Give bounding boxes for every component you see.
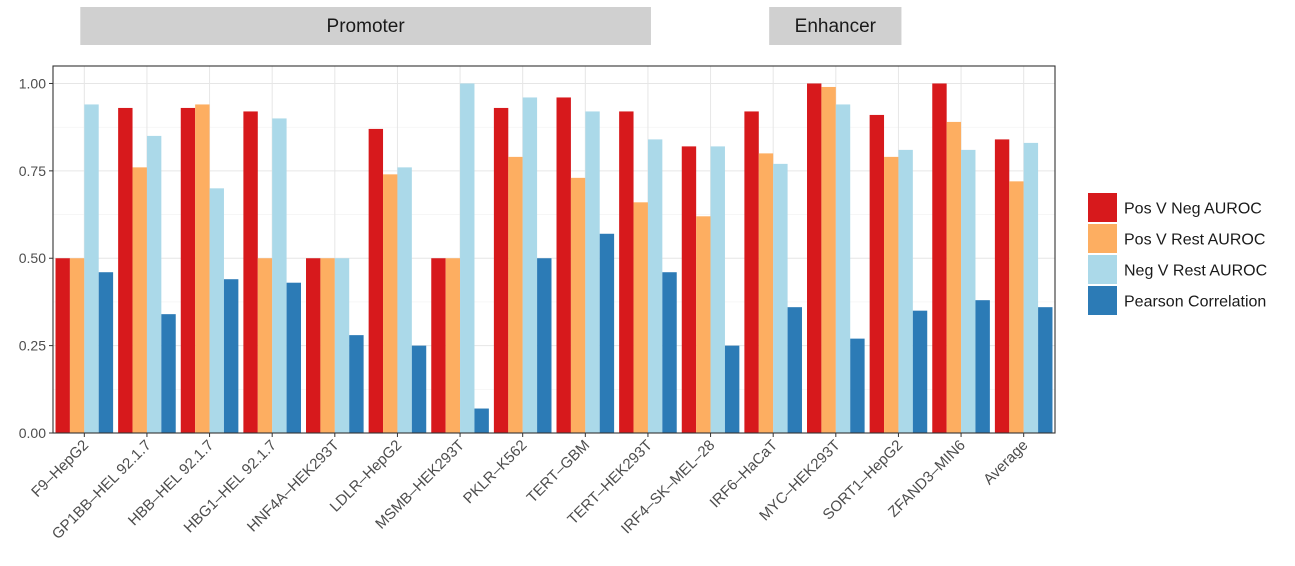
bar <box>647 139 663 433</box>
bar <box>975 300 990 433</box>
bar <box>98 272 114 433</box>
facet-strip-label: Enhancer <box>795 16 877 37</box>
y-tick-label: 0.25 <box>19 338 46 354</box>
bar <box>209 188 224 433</box>
x-tick-label: PKLR–K562 <box>460 437 530 507</box>
bar <box>146 135 162 433</box>
bar <box>411 345 427 433</box>
bar <box>946 121 962 433</box>
legend-key <box>1088 286 1117 315</box>
bar <box>619 111 634 433</box>
bar <box>272 118 287 433</box>
bar <box>55 258 70 433</box>
bar <box>180 107 196 433</box>
bar <box>397 167 412 433</box>
x-tick-label: TERT–GBM <box>524 437 594 507</box>
bar <box>696 216 711 433</box>
bar <box>994 139 1010 433</box>
bar <box>257 258 273 433</box>
bar <box>132 167 147 433</box>
bar <box>585 111 600 433</box>
y-tick-label: 0.50 <box>19 250 46 266</box>
bar <box>633 202 648 433</box>
bar <box>869 114 885 433</box>
bar <box>460 83 475 433</box>
bar <box>349 335 364 433</box>
legend-label: Pearson Correlation <box>1124 294 1266 311</box>
bar <box>286 282 301 433</box>
bar <box>835 104 851 433</box>
bar <box>161 314 176 433</box>
bar <box>570 177 586 433</box>
legend-label: Neg V Rest AUROC <box>1124 263 1267 280</box>
bar <box>474 408 489 433</box>
bar <box>744 111 759 433</box>
bar <box>884 156 899 433</box>
bar <box>932 83 947 433</box>
bar <box>821 86 836 433</box>
y-tick-label: 1.00 <box>19 75 46 91</box>
bar <box>383 174 398 433</box>
facet-strip <box>769 7 902 45</box>
bar <box>898 149 913 433</box>
bar <box>773 163 788 433</box>
x-tick-label: F9–HepG2 <box>28 437 92 501</box>
facet-strip-label: Promoter <box>327 16 406 37</box>
bar <box>1038 307 1053 433</box>
bar <box>431 258 446 433</box>
panel-border <box>52 65 1056 434</box>
bar <box>850 338 865 433</box>
bar <box>599 233 615 433</box>
bar <box>118 107 133 433</box>
facet-strip <box>80 7 651 45</box>
bar <box>445 258 461 433</box>
bar <box>493 107 509 433</box>
y-tick-label: 0.75 <box>19 163 46 179</box>
bar <box>1023 142 1039 433</box>
legend-key <box>1088 224 1117 253</box>
bar <box>681 146 697 433</box>
legend-key <box>1088 255 1117 284</box>
bar <box>320 258 335 433</box>
facet-strips: Promoter Enhancer <box>80 7 902 45</box>
bar <box>807 83 822 433</box>
bar <box>710 146 725 433</box>
y-axis: 0.00 0.25 0.50 0.75 1.00 <box>19 75 53 441</box>
legend-key <box>1088 193 1117 222</box>
bar <box>724 345 740 433</box>
bar <box>662 272 677 433</box>
x-tick-label: Average <box>980 437 1031 488</box>
bar <box>84 104 99 433</box>
bar <box>758 153 774 433</box>
bar <box>787 307 802 433</box>
bar <box>195 104 210 433</box>
bar <box>69 258 85 433</box>
bar <box>368 128 384 433</box>
bar <box>223 279 239 433</box>
bar <box>537 258 552 433</box>
y-tick-label: 0.00 <box>19 425 46 441</box>
bar <box>508 156 523 433</box>
bar <box>334 258 350 433</box>
bar <box>961 149 976 433</box>
bar <box>243 111 258 433</box>
legend-label: Pos V Rest AUROC <box>1124 232 1265 249</box>
bar <box>556 97 571 433</box>
legend: Pos V Neg AUROC Pos V Rest AUROC Neg V Res… <box>1088 193 1267 315</box>
bars <box>55 83 1053 433</box>
bar <box>912 310 928 433</box>
bar <box>1009 181 1024 433</box>
legend-label: Pos V Neg AUROC <box>1124 201 1262 218</box>
bar <box>522 97 538 433</box>
bar <box>306 258 321 433</box>
